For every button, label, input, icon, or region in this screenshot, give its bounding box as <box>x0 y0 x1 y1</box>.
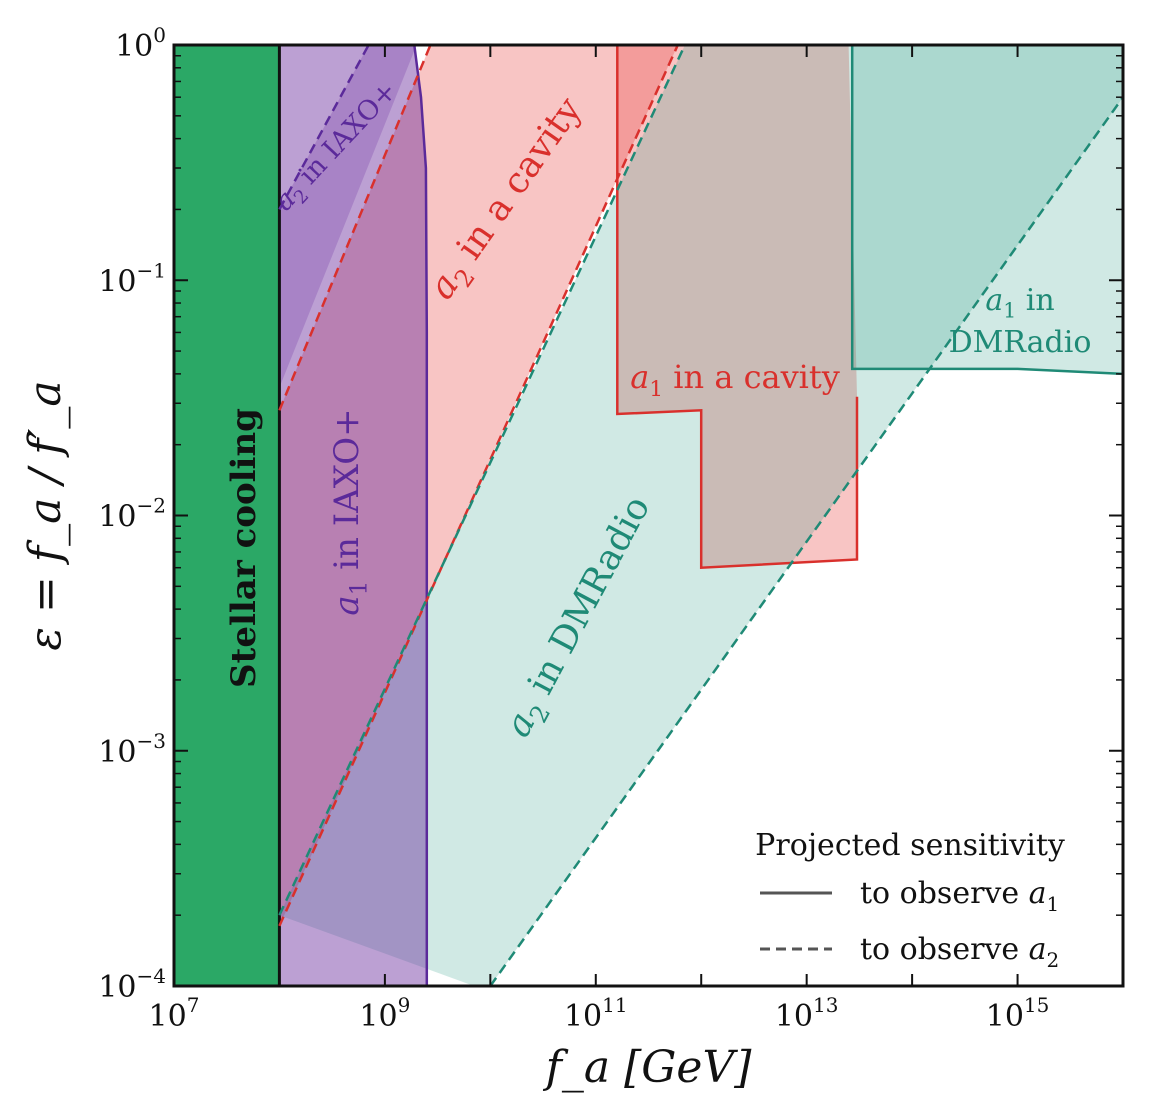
x-tick-label: 109 <box>359 993 410 1034</box>
y-tick-label: 10−2 <box>98 494 166 535</box>
a1-cavity-boundary <box>616 45 859 570</box>
axes-layer: 107 109 1011 1013 1015 10−4 10−3 10−2 10−1 100 f_a… <box>20 23 1125 1093</box>
region-a1-cavity <box>617 45 857 568</box>
a2-cavity-upper <box>278 45 432 411</box>
region-stellar-cooling <box>174 45 280 986</box>
region-a2-iaxo <box>279 45 417 388</box>
x-axis-label: f_a [GeV] <box>543 1042 753 1093</box>
legend-entry-2: to observe a2 <box>860 932 1059 972</box>
region-label-a1-iaxo: a1 in IAXO+ <box>327 408 373 615</box>
region-label-a1-cavity: a1 in a cavity <box>630 358 840 402</box>
y-tick-label: 10−3 <box>98 729 166 770</box>
y-tick-label: 10−4 <box>98 964 166 1005</box>
y-tick-label: 100 <box>115 23 166 64</box>
a1-dmradio-boundary <box>850 45 1123 376</box>
a1-iaxo-boundary <box>413 45 429 986</box>
regions-layer <box>174 45 1123 986</box>
a2-dmradio-upper <box>278 45 687 916</box>
legend: Projected sensitivity to observe a1 to obs… <box>755 828 1065 972</box>
x-tick-label: 1011 <box>564 993 628 1034</box>
x-tick-label: 107 <box>149 993 200 1034</box>
y-axis-label: ε = f_a / f′_a <box>20 380 71 650</box>
a2-dmradio-lower <box>489 96 1123 986</box>
region-label-stellar: Stellar cooling <box>224 408 264 688</box>
region-label-a1-dmradio-2: DMRadio <box>949 325 1092 360</box>
region-a1-iaxo <box>279 45 427 986</box>
y-tick-label: 10−1 <box>98 258 166 299</box>
legend-title: Projected sensitivity <box>755 828 1065 863</box>
x-tick-label: 1013 <box>775 993 839 1034</box>
x-tick-label: 1015 <box>986 993 1050 1034</box>
region-a1-dmradio <box>852 45 1123 374</box>
region-label-a1-dmradio-1: a1 in <box>985 283 1054 323</box>
legend-entry-1: to observe a1 <box>860 876 1059 916</box>
